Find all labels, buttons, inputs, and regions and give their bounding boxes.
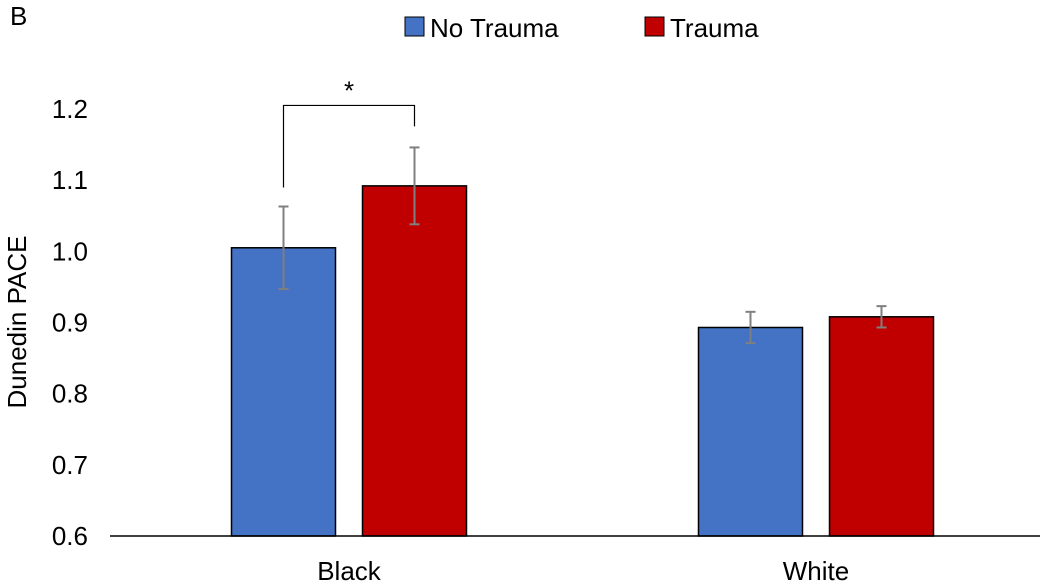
- error-bar: [876, 305, 887, 329]
- x-tick-label: Black: [317, 556, 382, 584]
- y-tick-label: 1.2: [52, 94, 88, 124]
- y-tick-label: 0.9: [52, 308, 88, 338]
- bars: [230, 185, 935, 537]
- y-tick-label: 1.1: [52, 165, 88, 195]
- error-bars: [278, 146, 887, 345]
- significance-bracket-line: [282, 104, 416, 188]
- error-bar: [745, 310, 756, 345]
- panel-label: B: [10, 1, 27, 31]
- legend-swatch-trauma: [644, 16, 665, 37]
- legend-swatch-no-trauma: [404, 16, 425, 37]
- y-tick-labels: 0.6 0.7 0.8 0.9 1.0 1.1 1.2: [52, 94, 88, 551]
- y-tick-label: 0.6: [52, 521, 88, 551]
- bar-trauma-white: [828, 316, 935, 537]
- y-tick-label: 0.7: [52, 450, 88, 480]
- legend-label-trauma: Trauma: [670, 13, 759, 43]
- y-axis-label: Dunedin PACE: [2, 236, 32, 409]
- error-bar: [278, 205, 289, 291]
- y-tick-label: 1.0: [52, 236, 88, 266]
- significance-bracket: *: [282, 75, 416, 188]
- legend-label-no-trauma: No Trauma: [430, 13, 559, 43]
- error-bar: [409, 146, 420, 226]
- bar-no-trauma-black: [230, 247, 337, 537]
- bar-no-trauma-white: [697, 326, 804, 537]
- y-tick-label: 0.8: [52, 379, 88, 409]
- bar-trauma-black: [361, 185, 468, 537]
- x-tick-labels: Black White: [317, 556, 849, 584]
- legend: No Trauma Trauma: [404, 13, 759, 43]
- significance-marker: *: [344, 75, 354, 105]
- x-tick-label: White: [783, 556, 849, 584]
